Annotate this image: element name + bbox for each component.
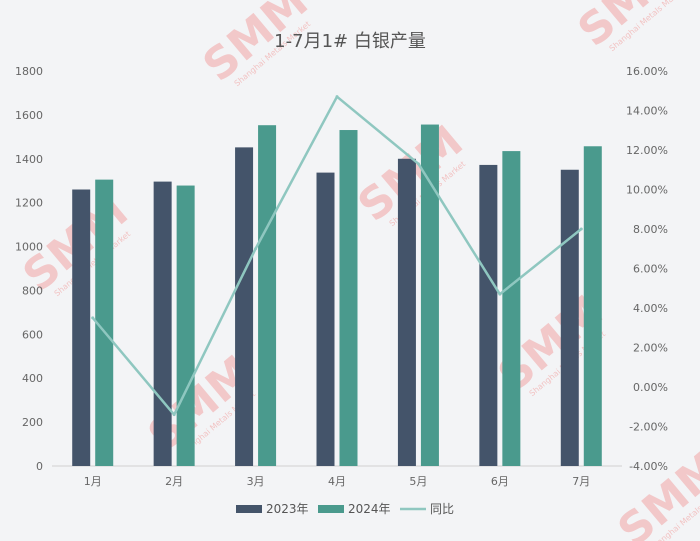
y-left-tick-label: 800 bbox=[22, 284, 43, 297]
bar-2024年-6月 bbox=[502, 151, 521, 466]
y-right-tick-label: 10.00% bbox=[626, 184, 668, 197]
line-point-4月 bbox=[335, 95, 339, 99]
chart-legend: 2023年 2024年 同比 bbox=[236, 502, 454, 516]
line-point-7月 bbox=[579, 227, 583, 231]
bar-series bbox=[72, 124, 602, 467]
line-point-1月 bbox=[91, 316, 95, 320]
bar-2023年-3月 bbox=[235, 147, 254, 466]
line-point-6月 bbox=[498, 292, 502, 296]
chart-title: 1-7月1# 白银产量 bbox=[274, 31, 426, 52]
y-left-tick-label: 1800 bbox=[15, 65, 43, 78]
x-tick-label: 3月 bbox=[247, 475, 265, 488]
bar-2023年-2月 bbox=[153, 181, 172, 466]
y-left-tick-label: 600 bbox=[22, 328, 43, 341]
y-left-tick-label: 1600 bbox=[15, 109, 43, 122]
y-right-tick-label: -2.00% bbox=[629, 421, 668, 434]
y-left-tick-label: 200 bbox=[22, 416, 43, 429]
bar-2023年-5月 bbox=[397, 158, 416, 466]
x-tick-label: 7月 bbox=[572, 475, 590, 488]
y-left-tick-label: 1000 bbox=[15, 241, 43, 254]
bar-2024年-1月 bbox=[95, 179, 114, 466]
y-right-tick-label: 8.00% bbox=[633, 223, 668, 236]
y-left-tick-label: 400 bbox=[22, 372, 43, 385]
axes: 0 200 400 600 800 1000 1200 1400 1600 1800 -4.00% -… bbox=[15, 65, 668, 488]
legend-item-2023年: 2023年 bbox=[236, 502, 309, 516]
bar-2023年-7月 bbox=[560, 169, 579, 466]
legend-item-同比: 同比 bbox=[400, 502, 454, 516]
legend-label: 2023年 bbox=[266, 502, 309, 516]
y-right-tick-label: 4.00% bbox=[633, 302, 668, 315]
legend-swatch bbox=[236, 505, 262, 513]
y-right-tick-label: 16.00% bbox=[626, 65, 668, 78]
y-right-tick-label: 6.00% bbox=[633, 263, 668, 276]
y-right-tick-label: 2.00% bbox=[633, 342, 668, 355]
y-right-tick-label: 0.00% bbox=[633, 381, 668, 394]
smm-watermark-logo: SMM bbox=[609, 441, 700, 541]
bar-2024年-7月 bbox=[583, 146, 602, 466]
line-point-5月 bbox=[416, 162, 420, 166]
bar-2024年-4月 bbox=[339, 130, 358, 466]
bar-2023年-1月 bbox=[72, 189, 91, 466]
legend-swatch bbox=[318, 505, 344, 513]
bar-2024年-3月 bbox=[258, 125, 277, 467]
x-tick-label: 2月 bbox=[165, 475, 183, 488]
y-left-tick-label: 0 bbox=[36, 460, 43, 473]
bar-2024年-5月 bbox=[420, 124, 439, 467]
y-left-tick-label: 1400 bbox=[15, 153, 43, 166]
y-right-tick-label: 12.00% bbox=[626, 144, 668, 157]
y-right-tick-label: -4.00% bbox=[629, 460, 668, 473]
line-point-3月 bbox=[254, 247, 258, 251]
legend-item-2024年: 2024年 bbox=[318, 502, 391, 516]
bar-2023年-4月 bbox=[316, 172, 335, 466]
bar-2023年-6月 bbox=[479, 164, 498, 466]
x-tick-label: 5月 bbox=[409, 475, 427, 488]
x-tick-label: 4月 bbox=[328, 475, 346, 488]
line-series bbox=[91, 95, 583, 417]
line-point-2月 bbox=[172, 413, 176, 417]
x-tick-label: 6月 bbox=[491, 475, 509, 488]
legend-label: 同比 bbox=[430, 502, 454, 516]
x-tick-label: 1月 bbox=[84, 475, 102, 488]
y-right-tick-label: 14.00% bbox=[626, 105, 668, 118]
bar-2024年-2月 bbox=[176, 185, 195, 467]
legend-label: 2024年 bbox=[348, 502, 391, 516]
y-left-tick-label: 1200 bbox=[15, 197, 43, 210]
